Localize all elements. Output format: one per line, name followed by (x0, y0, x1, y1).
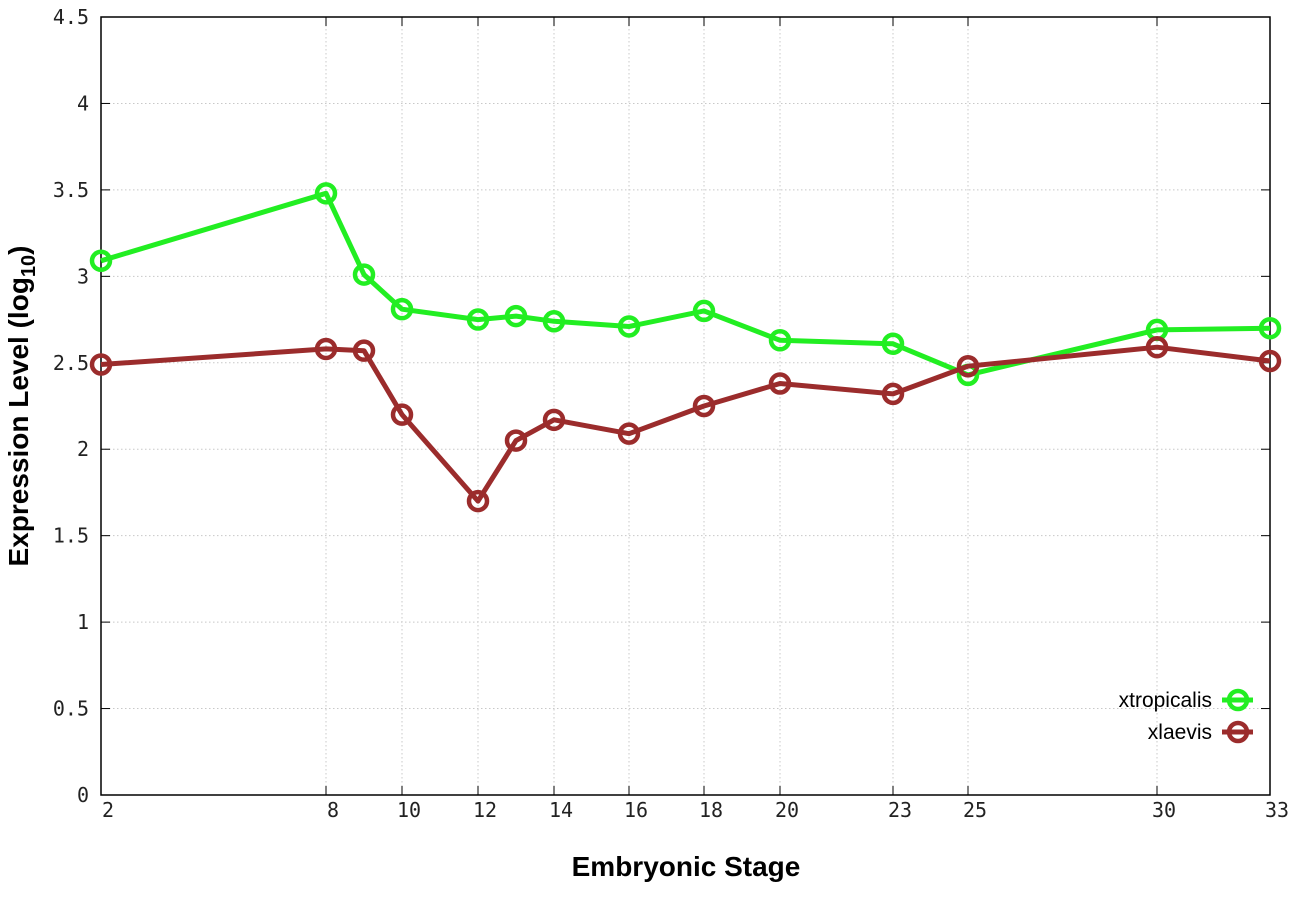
x-tick-label: 30 (1152, 798, 1176, 822)
data-point-xlaevis (1258, 349, 1282, 373)
y-tick-label: 3.5 (53, 178, 89, 202)
axis-ticks: 0 0.5 1 1.5 2 2.5 3 3.5 4 4.5 2 8 10 12 14 16 18 20 23 25 30… (53, 5, 1289, 822)
data-point-xtropicalis (89, 249, 113, 273)
legend-marker-xtropicalis (1226, 688, 1250, 712)
data-point-xtropicalis (1258, 316, 1282, 340)
grid (101, 17, 1270, 795)
y-tick-label: 4 (77, 91, 89, 115)
y-tick-label: 3 (77, 264, 89, 288)
x-tick-label: 25 (963, 798, 987, 822)
x-tick-label: 10 (397, 798, 421, 822)
x-tick-label: 18 (699, 798, 723, 822)
data-point-xlaevis (542, 408, 566, 432)
y-tick-label: 0.5 (53, 697, 89, 721)
legend: xtropicalis xlaevis (1119, 688, 1253, 744)
plot-frame (100, 16, 1271, 796)
legend-label-xlaevis: xlaevis (1148, 721, 1212, 744)
y-tick-label: 2.5 (53, 351, 89, 375)
legend-marker-xlaevis (1226, 720, 1250, 744)
data-point-xlaevis (956, 354, 980, 378)
data-point-xtropicalis (466, 308, 490, 331)
data-point-xtropicalis (768, 329, 792, 352)
x-tick-label: 16 (624, 798, 648, 822)
data-point-xlaevis (617, 422, 641, 445)
data-point-xtropicalis (504, 304, 528, 328)
x-tick-label: 12 (473, 798, 497, 822)
data-point-xtropicalis (542, 310, 566, 333)
data-point-xtropicalis (881, 332, 905, 356)
series-line-xlaevis (100, 344, 1271, 504)
data-point-xlaevis (89, 353, 113, 376)
y-tick-label: 1.5 (53, 524, 89, 548)
data-point-xlaevis (314, 337, 338, 361)
y-tick-label: 2 (77, 437, 89, 461)
x-tick-label: 8 (327, 798, 339, 822)
series-line-xtropicalis (100, 190, 1271, 378)
data-point-xlaevis (466, 489, 490, 513)
y-tick-label: 0 (77, 783, 89, 807)
data-point-xtropicalis (352, 263, 376, 286)
y-axis-label-main: Expression Level (log (3, 277, 34, 566)
data-point-xlaevis (390, 403, 414, 426)
data-point-xlaevis (1145, 335, 1169, 359)
x-tick-label: 20 (775, 798, 799, 822)
data-point-xtropicalis (692, 299, 716, 323)
y-tick-label: 4.5 (53, 5, 89, 29)
data-point-xlaevis (504, 429, 528, 452)
legend-label-xtropicalis: xtropicalis (1119, 689, 1212, 712)
y-axis-label: Expression Level (log10) (3, 246, 40, 567)
x-tick-label: 2 (102, 798, 114, 822)
data-point-xtropicalis (617, 315, 641, 338)
x-axis-label: Embryonic Stage (572, 851, 801, 882)
x-tick-label: 14 (549, 798, 573, 822)
y-axis-label-end: ) (3, 246, 34, 255)
y-axis-label-subscript: 10 (18, 255, 40, 277)
series-layer (89, 182, 1282, 513)
data-point-xlaevis (881, 382, 905, 406)
data-point-xtropicalis (314, 182, 338, 205)
x-tick-label: 23 (888, 798, 912, 822)
data-point-xtropicalis (390, 297, 414, 321)
data-point-xlaevis (768, 372, 792, 395)
y-tick-label: 1 (77, 610, 89, 634)
data-point-xlaevis (692, 394, 716, 418)
x-tick-label: 33 (1265, 798, 1289, 822)
data-point-xlaevis (352, 339, 376, 362)
